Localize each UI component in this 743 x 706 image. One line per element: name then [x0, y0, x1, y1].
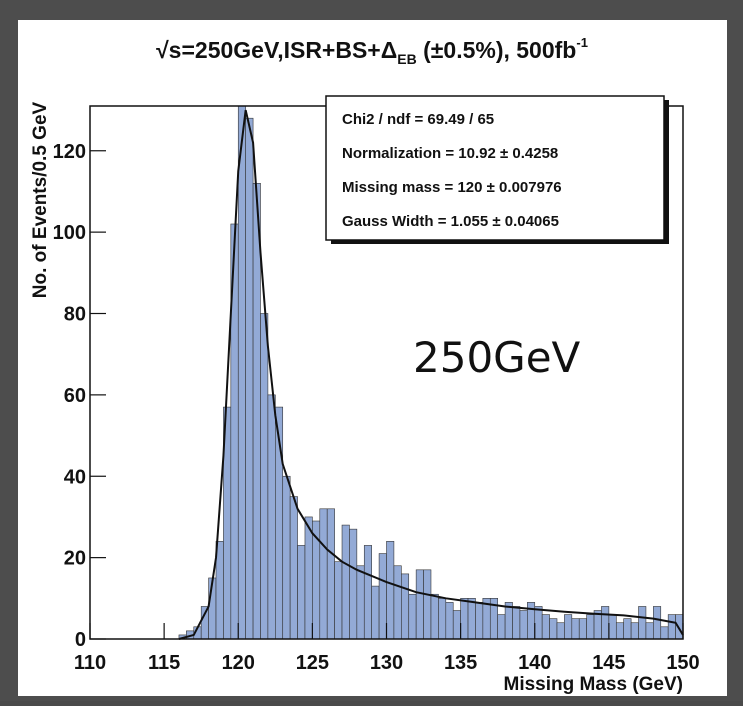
stats-line: Missing mass = 120 ± 0.007976 — [342, 179, 562, 196]
histogram-bar — [630, 622, 639, 640]
histogram-bar — [371, 585, 380, 640]
histogram-bar — [645, 622, 654, 640]
x-tick-label: 140 — [518, 652, 551, 674]
y-tick-label: 100 — [53, 222, 86, 244]
histogram-bar — [378, 553, 387, 640]
histogram-bar — [445, 602, 454, 640]
histogram-bar — [571, 618, 580, 640]
y-tick-label: 40 — [64, 466, 86, 488]
histogram-bar — [356, 565, 365, 640]
histogram-bar — [460, 598, 469, 640]
y-tick-label: 60 — [64, 385, 86, 407]
histogram-bar — [534, 606, 543, 640]
x-tick-label: 135 — [444, 652, 477, 674]
histogram-bar — [363, 545, 372, 640]
histogram-bar — [638, 606, 647, 640]
histogram-bar — [349, 528, 358, 640]
histogram-bar — [326, 508, 335, 640]
x-axis-label: Missing Mass (GeV) — [504, 674, 684, 695]
histogram-bar — [237, 105, 246, 640]
x-tick-label: 130 — [370, 652, 403, 674]
title-part: √s=250GeV,ISR+BS+Δ — [156, 37, 397, 63]
histogram-bar — [497, 614, 506, 640]
histogram-bar — [297, 545, 306, 640]
annotation: 250GeV — [413, 333, 581, 382]
x-tick-label: 145 — [592, 652, 625, 674]
histogram-bar — [393, 565, 402, 640]
histogram-bar — [438, 598, 447, 640]
stats-lines: Chi2 / ndf = 69.49 / 65 Normalization = 1… — [342, 111, 562, 230]
histogram-bar — [245, 117, 254, 640]
histogram-bar — [408, 593, 417, 640]
stats-box — [325, 95, 665, 241]
histogram-bar — [512, 606, 521, 640]
histogram-bar — [660, 626, 669, 640]
histogram-bar — [586, 614, 595, 640]
histogram-bar — [386, 541, 395, 640]
x-tick-label: 115 — [148, 652, 180, 674]
histogram-bar — [415, 569, 424, 640]
histogram-bar — [667, 614, 676, 640]
histogram-bar — [200, 606, 209, 640]
stats-line: Chi2 / ndf = 69.49 / 65 — [342, 111, 494, 128]
histogram-bar — [556, 622, 565, 640]
histogram-bar — [578, 618, 587, 640]
histogram-bar — [334, 561, 343, 640]
histogram-bar — [304, 516, 313, 640]
fit-curve — [178, 109, 684, 640]
x-tick-label: 150 — [666, 652, 699, 674]
histogram-bar — [541, 614, 550, 640]
histogram-bar — [608, 614, 617, 640]
title-part: (±0.5%), 500fb — [417, 37, 577, 63]
y-tick-label: 120 — [53, 141, 86, 163]
histogram-bar — [601, 606, 610, 640]
histogram-bar — [452, 610, 461, 640]
histogram-bar — [289, 496, 298, 640]
x-tick-label: 125 — [296, 652, 329, 674]
title-superscript: -1 — [576, 35, 588, 50]
histogram-bar — [475, 602, 484, 640]
x-tick-label: 110 — [74, 652, 106, 674]
histogram-bar — [467, 598, 476, 640]
chart-title: √s=250GeV,ISR+BS+ΔEB (±0.5%), 500fb-1 — [156, 35, 588, 67]
y-tick-label: 20 — [64, 548, 86, 570]
histogram-bar — [423, 569, 432, 640]
plot-area: 110 115 120 125 130 135 140 145 150 0 20 40 60 80 100 1… — [53, 105, 700, 674]
histogram-bar — [430, 593, 439, 640]
histogram-bar — [341, 524, 350, 640]
histogram-bar — [675, 614, 684, 640]
stats-line: Normalization = 10.92 ± 0.4258 — [342, 145, 558, 162]
histogram-bar — [319, 508, 328, 640]
histogram-bar — [653, 606, 662, 640]
histogram-bar — [267, 394, 276, 640]
histogram-bar — [252, 183, 261, 640]
histogram-bar — [519, 610, 528, 640]
histogram-bar — [549, 618, 558, 640]
histogram-bar — [401, 573, 410, 640]
histogram-bar — [260, 313, 269, 640]
y-tick-label: 80 — [64, 304, 86, 326]
stats-line: Gauss Width = 1.055 ± 0.04065 — [342, 213, 559, 230]
histogram-bar — [623, 618, 632, 640]
y-tick-label: 0 — [75, 629, 86, 651]
histogram-bar — [564, 614, 573, 640]
title-subscript: EB — [397, 51, 416, 67]
histogram-bar — [282, 475, 291, 640]
x-tick-label: 120 — [222, 652, 255, 674]
y-axis-label: No. of Events/0.5 GeV — [30, 101, 51, 298]
histogram-bar — [615, 622, 624, 640]
